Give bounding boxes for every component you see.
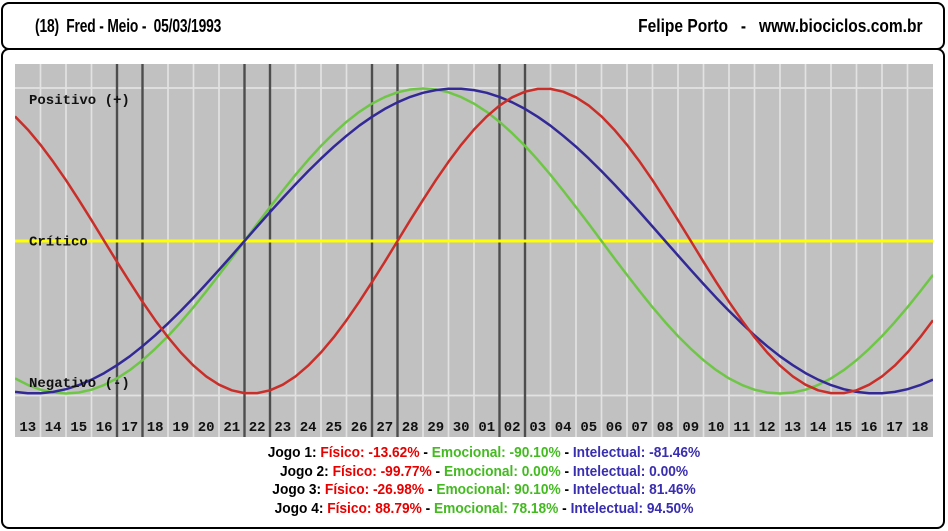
svg-text:30: 30 xyxy=(453,420,470,436)
svg-text:03: 03 xyxy=(529,420,546,436)
svg-text:09: 09 xyxy=(682,420,699,436)
svg-text:19: 19 xyxy=(172,420,189,436)
svg-text:10: 10 xyxy=(708,420,725,436)
svg-text:14: 14 xyxy=(810,420,827,436)
svg-text:15: 15 xyxy=(70,420,87,436)
svg-text:23: 23 xyxy=(274,420,291,436)
svg-text:25: 25 xyxy=(325,420,342,436)
svg-text:17: 17 xyxy=(886,420,903,436)
svg-text:29: 29 xyxy=(427,420,444,436)
svg-text:01: 01 xyxy=(478,420,495,436)
svg-text:24: 24 xyxy=(300,420,317,436)
svg-text:Crítico: Crítico xyxy=(29,235,88,251)
svg-text:18: 18 xyxy=(912,420,929,436)
svg-text:21: 21 xyxy=(223,420,240,436)
svg-text:Positivo (+): Positivo (+) xyxy=(29,93,130,109)
svg-text:20: 20 xyxy=(198,420,215,436)
svg-text:02: 02 xyxy=(504,420,521,436)
svg-text:16: 16 xyxy=(861,420,878,436)
svg-text:12: 12 xyxy=(759,420,776,436)
svg-text:06: 06 xyxy=(606,420,623,436)
svg-text:11: 11 xyxy=(733,420,750,436)
svg-text:22: 22 xyxy=(249,420,266,436)
svg-text:15: 15 xyxy=(835,420,852,436)
svg-text:28: 28 xyxy=(402,420,419,436)
svg-text:13: 13 xyxy=(784,420,801,436)
svg-text:14: 14 xyxy=(45,420,62,436)
svg-text:17: 17 xyxy=(121,420,138,436)
svg-text:27: 27 xyxy=(376,420,393,436)
svg-text:Negativo (-): Negativo (-) xyxy=(29,376,130,392)
svg-text:26: 26 xyxy=(351,420,368,436)
svg-text:08: 08 xyxy=(657,420,674,436)
svg-text:13: 13 xyxy=(19,420,36,436)
svg-text:16: 16 xyxy=(96,420,113,436)
svg-text:18: 18 xyxy=(147,420,164,436)
svg-text:04: 04 xyxy=(555,420,572,436)
svg-text:07: 07 xyxy=(631,420,648,436)
svg-text:05: 05 xyxy=(580,420,597,436)
